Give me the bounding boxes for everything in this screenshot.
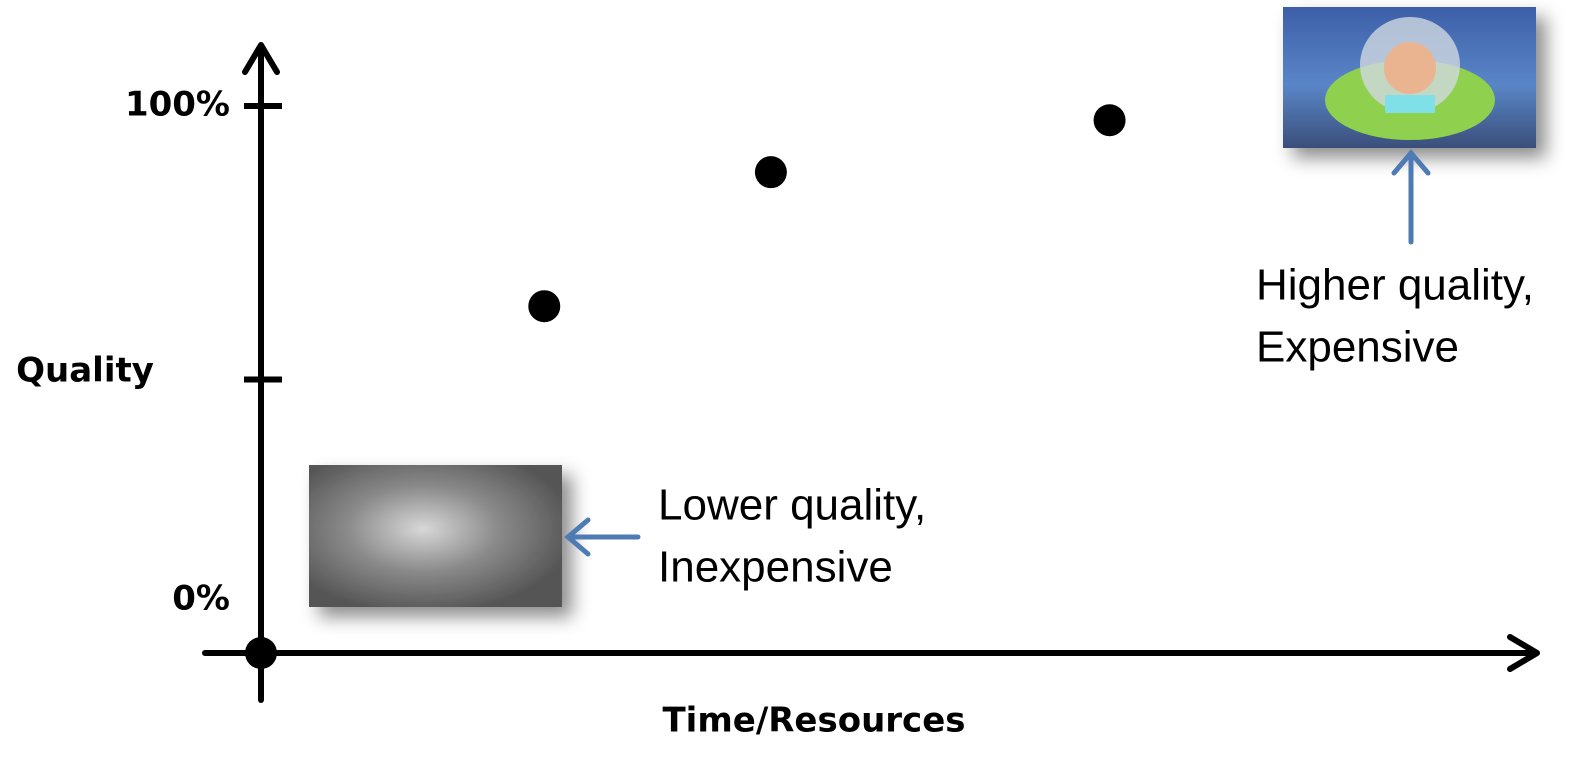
point xyxy=(755,156,787,188)
high-quality-image xyxy=(1283,7,1536,148)
annotation: Higher quality, xyxy=(1256,261,1534,310)
point xyxy=(1094,104,1126,136)
annotation: Expensive xyxy=(1256,323,1459,372)
low-quality-image xyxy=(309,465,562,607)
annotation-arrow xyxy=(568,520,638,554)
point xyxy=(528,290,560,322)
y-tick-label: 0% xyxy=(172,579,230,619)
origin xyxy=(245,637,277,669)
annotation-arrow xyxy=(1394,153,1428,242)
annotation: Inexpensive xyxy=(658,543,893,592)
y-axis-label: Quality xyxy=(16,351,154,391)
y-tick-label: 100% xyxy=(125,85,230,125)
chart: Quality Time/Resources 0% 100% Lower quali… xyxy=(0,0,1596,757)
x-axis-label: Time/Resources xyxy=(662,701,965,741)
annotation: Lower quality, xyxy=(658,481,926,530)
